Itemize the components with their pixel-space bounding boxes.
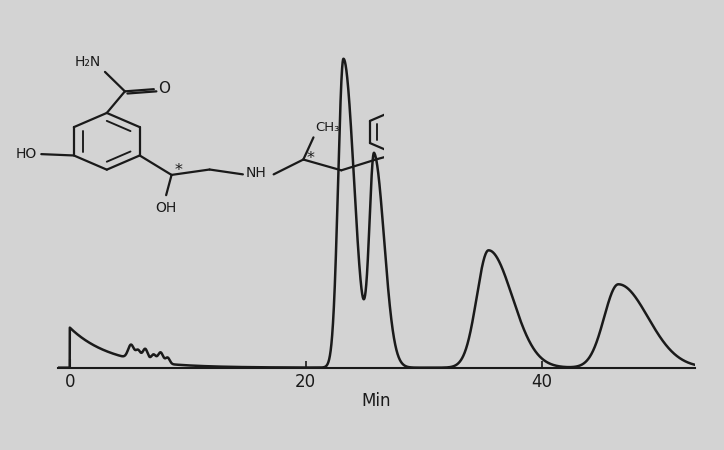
Text: H₂N: H₂N [75, 55, 101, 69]
Text: CH₃: CH₃ [315, 121, 340, 134]
Text: *: * [174, 162, 182, 178]
X-axis label: Min: Min [362, 392, 391, 410]
Text: HO: HO [16, 147, 37, 161]
Text: OH: OH [156, 201, 177, 215]
Text: O: O [159, 81, 170, 96]
Text: NH: NH [245, 166, 266, 180]
Text: *: * [307, 151, 315, 166]
